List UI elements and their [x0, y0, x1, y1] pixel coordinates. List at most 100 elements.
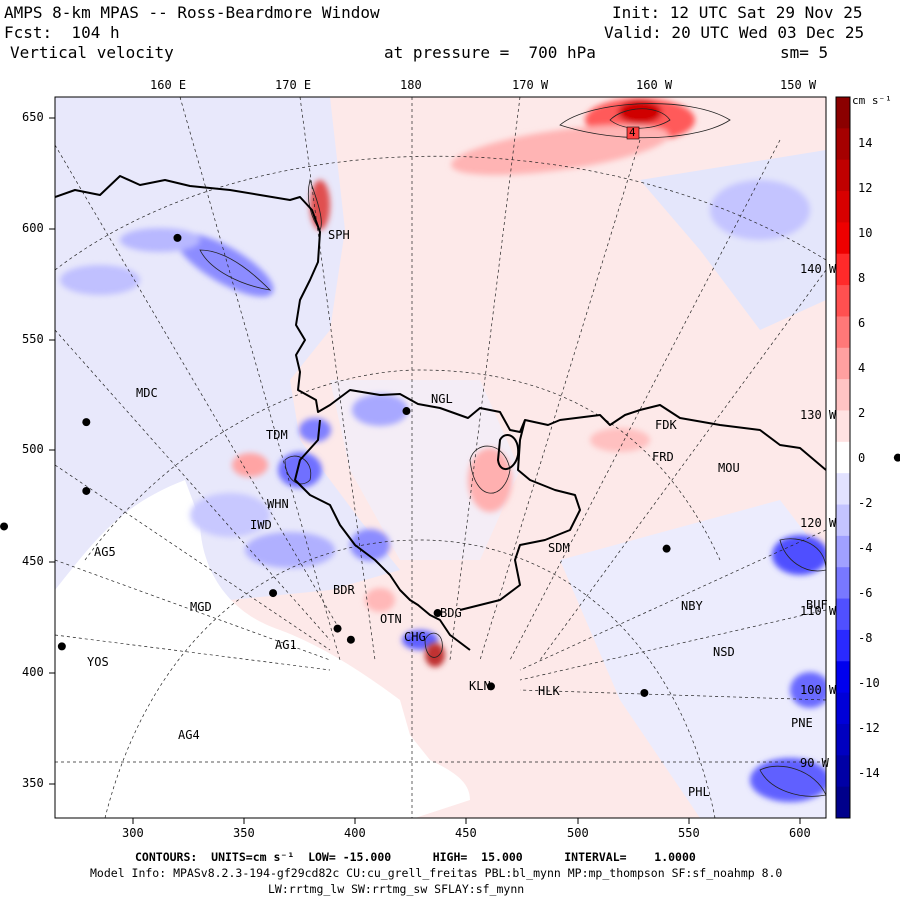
station-marker [346, 635, 355, 644]
station-label: BDG [440, 606, 462, 620]
lon-label-180: 180 [400, 78, 422, 92]
colorbar-segment [836, 128, 850, 161]
upward-motion-patches [232, 98, 695, 667]
y-tick-label: 350 [22, 776, 44, 790]
contour-lines [199, 103, 826, 797]
station-label: MDC [136, 386, 158, 400]
station-marker [82, 418, 91, 427]
colorbar-label: 4 [858, 361, 866, 375]
x-tick-label: 550 [678, 826, 700, 840]
y-tick-label: 500 [22, 442, 44, 456]
station-marker [0, 522, 9, 531]
peak-contour-label: 4 [629, 126, 636, 139]
colorbar-frame [835, 96, 851, 819]
colorbar-label: -6 [858, 586, 873, 600]
colorbar-label: 12 [858, 181, 873, 195]
colorbar-segment [836, 598, 850, 631]
station-label: MOU [718, 461, 740, 475]
lon-label-160w: 160 W [636, 78, 673, 92]
station-label: MGD [190, 600, 212, 614]
init-time: Init: 12 UTC Sat 29 Nov 25 [612, 3, 863, 22]
colorbar-segment [836, 159, 850, 192]
colorbar-label: 0 [858, 451, 866, 465]
negative-region-east [560, 500, 826, 818]
colorbar-segment [836, 347, 850, 380]
forecast-hour: Fcst: 104 h [4, 23, 120, 42]
masked-region [55, 480, 470, 818]
colorbar-label: 8 [858, 271, 866, 285]
station-label: KLN [469, 679, 491, 693]
station-marker [333, 624, 342, 633]
station-label: SPH [328, 228, 350, 242]
x-tick-label: 300 [122, 826, 144, 840]
colorbar-segment [836, 786, 850, 819]
station-marker [402, 407, 411, 416]
station-label: AG5 [94, 545, 116, 559]
lon-label-120w: 120 W [800, 516, 837, 530]
colorbar-label: -8 [858, 631, 873, 645]
station-label: NSD [713, 645, 735, 659]
station-marker [57, 642, 66, 651]
station-label: FRD [652, 450, 674, 464]
coastline [55, 175, 826, 651]
y-tick-label: 550 [22, 332, 44, 346]
x-tick-label: 400 [344, 826, 366, 840]
downward-motion-patches [60, 180, 826, 802]
x-tick-label: 450 [455, 826, 477, 840]
station-marker [269, 589, 278, 598]
station-label: NBY [681, 599, 703, 613]
map-title: AMPS 8-km MPAS -- Ross-Beardmore Window [4, 3, 380, 22]
colorbar-segment [836, 473, 850, 506]
colorbar-segment [836, 504, 850, 537]
colorbar-segment [836, 222, 850, 255]
contour-info: CONTOURS: UNITS=cm s⁻¹ LOW= -15.000 HIGH… [135, 850, 696, 864]
colorbar-segment [836, 723, 850, 756]
station-label: PNE [791, 716, 813, 730]
station-label: YOS [87, 655, 109, 669]
station-marker [893, 453, 900, 462]
valid-time: Valid: 20 UTC Wed 03 Dec 25 [604, 23, 865, 42]
station-marker [640, 688, 649, 697]
y-tick-label: 650 [22, 110, 44, 124]
map-frame [54, 96, 827, 819]
pressure-level: at pressure = 700 hPa [384, 43, 596, 62]
graticule [55, 97, 826, 818]
colorbar-label: 14 [858, 136, 873, 150]
colorbar-segment [836, 567, 850, 600]
peak-label-box [626, 126, 640, 140]
field-name: Vertical velocity [10, 43, 174, 62]
smoothing: sm= 5 [780, 43, 829, 62]
colorbar-units: cm s⁻¹ [852, 94, 892, 107]
station-label: TDM [266, 428, 288, 442]
lon-label-140w: 140 W [800, 262, 837, 276]
axis-ticks [49, 117, 801, 824]
station-marker [662, 544, 671, 553]
y-tick-label: 450 [22, 554, 44, 568]
station-label: OTN [380, 612, 402, 626]
colorbar-segment [836, 285, 850, 317]
station-label: BDR [333, 583, 355, 597]
colorbar-segment [836, 629, 850, 662]
colorbar-label: -14 [858, 766, 880, 780]
lon-label-100w: 100 W [800, 683, 837, 697]
colorbar-label: 10 [858, 226, 873, 240]
colorbar-label: 2 [858, 406, 866, 420]
x-tick-label: 500 [567, 826, 589, 840]
station-marker [433, 609, 442, 618]
lon-label-90w: 90 W [800, 756, 829, 770]
colorbar-segment [836, 661, 850, 694]
station-marker [486, 682, 495, 691]
station-label: FDK [655, 418, 677, 432]
lon-label-150w: 150 W [780, 78, 817, 92]
lon-label-170e: 170 E [275, 78, 312, 92]
colorbar-segment [836, 316, 850, 349]
station-label: WHN [267, 497, 289, 511]
stations [0, 233, 900, 697]
station-label: AG1 [275, 638, 297, 652]
colorbar-label: -2 [858, 496, 873, 510]
station-label: CHG [404, 630, 426, 644]
model-info: Model Info: MPASv8.2.3-194-gf29cd82c CU:… [90, 866, 783, 880]
colorbar-segment [836, 191, 850, 223]
map-area [55, 97, 826, 818]
